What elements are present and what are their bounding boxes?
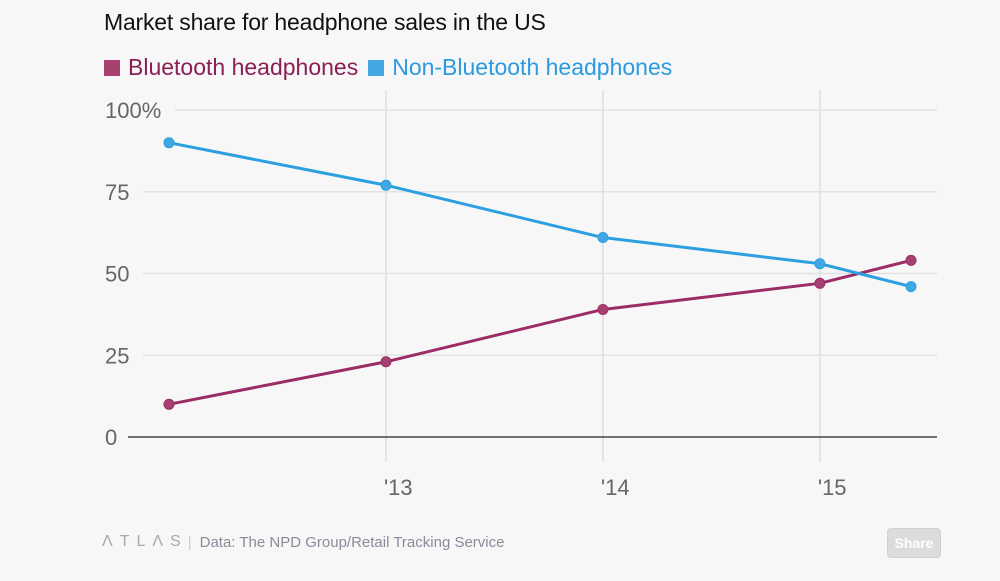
legend-swatch-non-bluetooth — [368, 59, 385, 76]
data-point — [905, 281, 917, 293]
y-tick-label: 100% — [105, 98, 161, 123]
legend-label-non-bluetooth: Non-Bluetooth headphones — [392, 54, 673, 80]
x-axis-ticks: '13 '14 '15 — [384, 475, 847, 500]
series-group — [163, 137, 917, 410]
y-axis-ticks: 0 25 50 75 100% — [105, 98, 161, 450]
data-point — [163, 137, 175, 149]
y-tick-label: 75 — [105, 180, 129, 205]
data-point — [905, 254, 917, 266]
vertical-gridlines — [385, 90, 821, 462]
horizontal-gridlines — [143, 109, 937, 356]
legend: Bluetooth headphones Non-Bluetooth headp… — [104, 54, 682, 81]
legend-swatch-bluetooth — [104, 59, 120, 76]
footer: ΛTLΛS | Data: The NPD Group/Retail Track… — [102, 533, 504, 551]
data-point — [380, 356, 392, 368]
data-point — [163, 398, 175, 410]
data-point — [814, 277, 826, 289]
y-tick-label: 0 — [105, 425, 117, 450]
series-bluetooth — [163, 254, 917, 410]
series-line — [168, 141, 912, 289]
x-tick-label: '14 — [601, 475, 630, 500]
data-point — [597, 232, 609, 244]
y-tick-label: 25 — [105, 343, 129, 368]
data-point — [814, 258, 826, 270]
data-point — [380, 179, 392, 191]
atlas-logo[interactable]: ΛTLΛS — [102, 533, 188, 550]
chart-title: Market share for headphone sales in the … — [104, 9, 546, 35]
share-button[interactable]: Share — [887, 528, 941, 558]
data-source: Data: The NPD Group/Retail Tracking Serv… — [199, 533, 505, 551]
legend-item-bluetooth: Bluetooth headphones — [104, 54, 358, 81]
data-point — [597, 303, 609, 315]
footer-separator: | — [187, 533, 192, 551]
legend-item-non-bluetooth: Non-Bluetooth headphones — [368, 54, 672, 81]
y-tick-label: 50 — [105, 262, 129, 287]
x-tick-label: '13 — [384, 475, 413, 500]
series-non-bluetooth — [163, 137, 917, 293]
series-line — [168, 258, 912, 406]
legend-label-bluetooth: Bluetooth headphones — [128, 54, 359, 80]
x-tick-label: '15 — [818, 475, 847, 500]
